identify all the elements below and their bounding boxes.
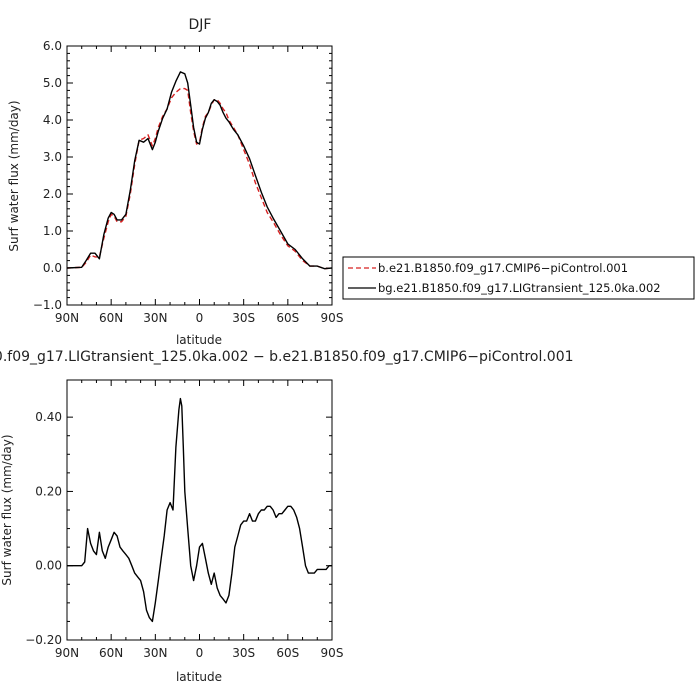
bottom-ytick-label-2: 0.20 [35, 484, 62, 498]
top-ytick-label-5: 4.0 [43, 113, 62, 127]
bottom-xtick-label-1: 60N [99, 646, 123, 660]
top-ytick-label-0: −1.0 [33, 298, 62, 312]
top-xtick-label-6: 90S [321, 311, 344, 325]
top-xtick-label-2: 30N [143, 311, 167, 325]
top-xtick-label-3: 0 [196, 311, 204, 325]
top-xtick-label-5: 60S [276, 311, 299, 325]
bottom-xtick-label-4: 30S [232, 646, 255, 660]
bottom-xtick-label-0: 90N [55, 646, 79, 660]
top-series-group [66, 71, 333, 270]
bottom-xaxis-label: latitude [176, 670, 222, 684]
top-plot-frame [66, 45, 333, 306]
bottom-xtick-label-2: 30N [143, 646, 167, 660]
top-xtick-label-1: 60N [99, 311, 123, 325]
bottom-yaxis-label: Surf water flux (mm/day) [0, 434, 14, 585]
top-xtick-label-4: 30S [232, 311, 255, 325]
bottom-xtick-label-3: 0 [196, 646, 204, 660]
top-ytick-label-3: 2.0 [43, 187, 62, 201]
bottom-ytick-label-3: 0.40 [35, 410, 62, 424]
top-ytick-label-1: 0.0 [43, 261, 62, 275]
bottom-ytick-label-0: −0.20 [25, 633, 62, 647]
legend-entry-1: bg.e21.B1850.f09_g17.LIGtransient_125.0k… [378, 281, 661, 295]
top-xaxis-label: latitude [176, 333, 222, 347]
bottom-xtick-label-5: 60S [276, 646, 299, 660]
top-tick-labels: 90N 60N 30N 0 30S 60S 90S −1.0 0.0 1.0 2.0 3.0 4.0 5.… [33, 39, 344, 325]
top-ytick-label-6: 5.0 [43, 76, 62, 90]
top-xtick-label-0: 90N [55, 311, 79, 325]
top-ytick-label-2: 1.0 [43, 224, 62, 238]
top-series-line-1 [66, 71, 333, 270]
bottom-series-group [67, 397, 332, 623]
legend-entry-0: b.e21.B1850.f09_g17.CMIP6−piControl.001 [378, 261, 628, 275]
bottom-ytick-label-1: 0.00 [35, 559, 62, 573]
top-panel: DJF 90N 60N 30N 0 30S 60S 90S −1.0 0.0 1.0 2.0 3.0 4… [7, 17, 343, 347]
bottom-series-line-0 [67, 397, 332, 623]
top-ytick-label-4: 3.0 [43, 150, 62, 164]
bottom-plot-title: bg.e21.B1850.f09_g17.LIGtransient_125.0k… [0, 349, 574, 365]
top-axis-ticks [66, 45, 333, 306]
legend-box [342, 256, 695, 300]
bottom-xtick-label-6: 90S [321, 646, 344, 660]
bottom-tick-labels: 90N 60N 30N 0 30S 60S 90S −0.20 0.00 0.20 0.40 [25, 410, 343, 660]
bottom-panel: bg.e21.B1850.f09_g17.LIGtransient_125.0k… [0, 349, 574, 684]
legend: b.e21.B1850.f09_g17.CMIP6−piControl.001 … [342, 256, 695, 300]
top-yaxis-label: Surf water flux (mm/day) [7, 100, 21, 251]
top-ytick-label-7: 6.0 [43, 39, 62, 53]
bottom-axis-ticks [66, 380, 333, 641]
bottom-plot-frame [66, 379, 333, 641]
top-series-line-0 [66, 87, 333, 270]
top-plot-title: DJF [189, 17, 212, 33]
